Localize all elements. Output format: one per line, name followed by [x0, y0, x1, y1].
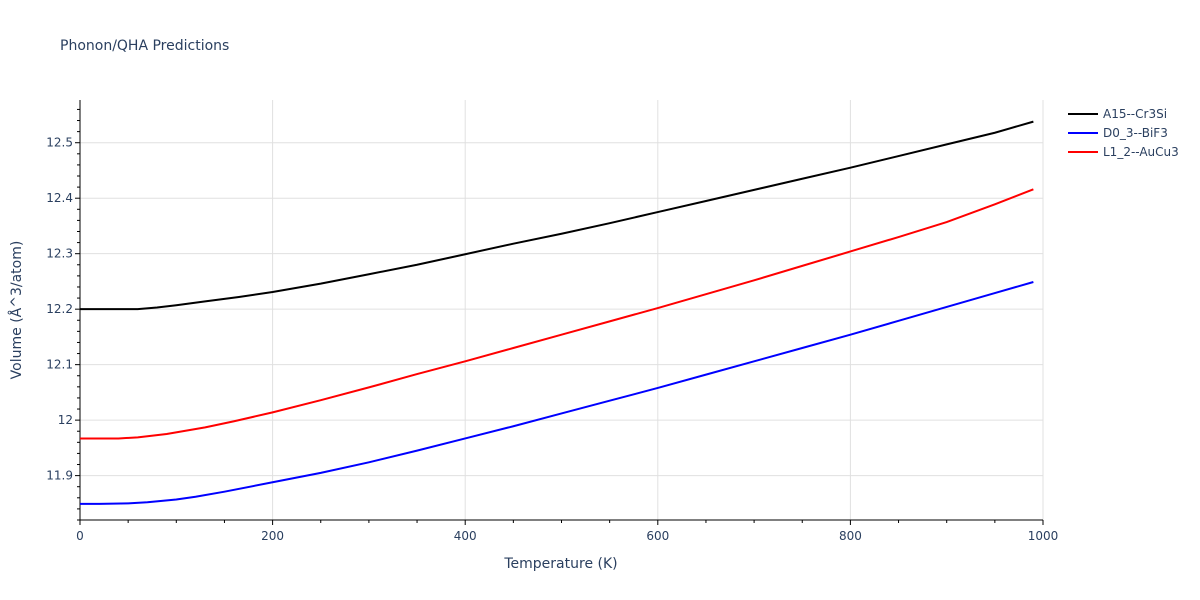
x-tick-label: 800	[839, 529, 862, 543]
legend-item[interactable]: A15--Cr3Si	[1068, 107, 1167, 121]
legend-label: D0_3--BiF3	[1103, 126, 1168, 140]
y-tick-label: 12.2	[46, 302, 73, 316]
series-line-l1-2-aucu3	[80, 188, 1034, 440]
x-axis-title: Temperature (K)	[503, 556, 617, 572]
y-tick-label: 12	[58, 413, 73, 427]
series-line-d0-3-bif3	[80, 281, 1034, 505]
x-tick-label: 200	[261, 529, 284, 543]
x-tick-label: 400	[454, 529, 477, 543]
grid	[80, 100, 1044, 520]
y-tick-label: 12.4	[46, 191, 73, 205]
tick-labels: 0 200 400 600 800 1000 11.9 12 12.1 12.2 12.3 12.4 1…	[46, 136, 1058, 543]
series-lines	[80, 120, 1034, 505]
legend[interactable]: A15--Cr3Si D0_3--BiF3 L1_2--AuCu3	[1068, 107, 1179, 159]
legend-label: L1_2--AuCu3	[1103, 145, 1179, 159]
legend-item[interactable]: L1_2--AuCu3	[1068, 145, 1179, 159]
y-tick-label: 12.5	[46, 136, 73, 150]
x-tick-label: 1000	[1028, 529, 1059, 543]
y-tick-label: 12.1	[46, 358, 73, 372]
axes	[75, 100, 1044, 525]
x-tick-label: 600	[646, 529, 669, 543]
series-line-a15-cr3si	[80, 120, 1034, 311]
legend-label: A15--Cr3Si	[1103, 107, 1167, 121]
y-tick-label: 12.3	[46, 247, 73, 261]
y-axis-title: Volume (Å^3/atom)	[8, 241, 25, 380]
chart-title: Phonon/QHA Predictions	[60, 38, 229, 54]
legend-item[interactable]: D0_3--BiF3	[1068, 126, 1168, 140]
y-tick-label: 11.9	[46, 469, 73, 483]
x-tick-label: 0	[76, 529, 84, 543]
